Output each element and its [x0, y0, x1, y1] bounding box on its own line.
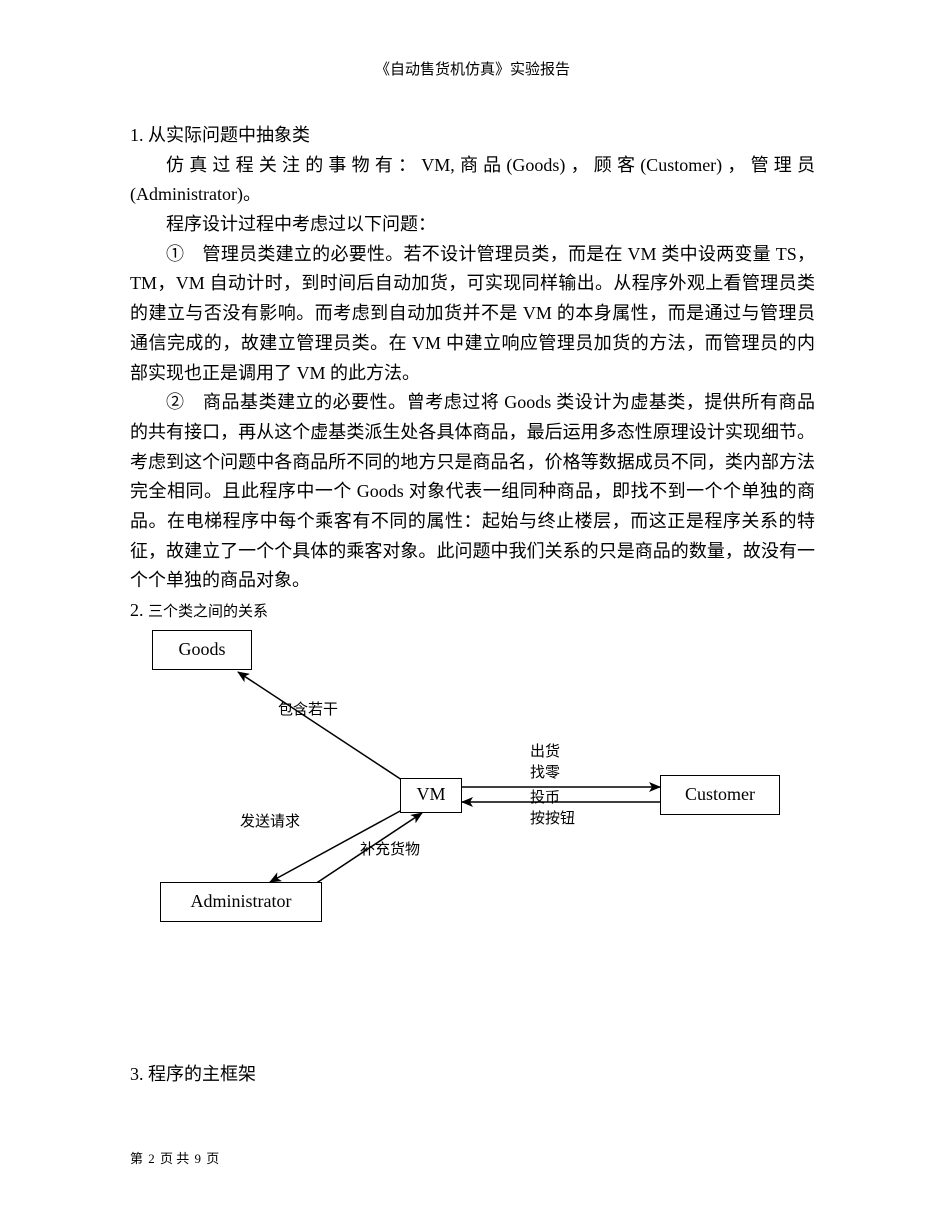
doc-title: 《自动售货机仿真》实验报告 [375, 62, 570, 78]
section-3-title: 程序的主框架 [148, 1064, 256, 1084]
section-1-p2: ② 商品基类建立的必要性。曾考虑过将 Goods 类设计为虚基类，提供所有商品的… [130, 388, 815, 596]
footer-suffix: 页 [206, 1151, 219, 1166]
node-customer: Customer [660, 775, 780, 815]
node-vm: VM [400, 778, 462, 813]
edge-label-3: 发送请求 [240, 812, 300, 833]
section-1-p1: ① 管理员类建立的必要性。若不设计管理员类，而是在 VM 类中设两变量 TS，T… [130, 240, 815, 388]
edge-label-2: 投币按按钮 [530, 788, 575, 830]
section-1-title: 从实际问题中抽象类 [148, 125, 310, 145]
footer-prefix: 第 [130, 1151, 143, 1166]
class-relationship-diagram: Goods VM Customer Administrator 包含若干出货找零投币按… [130, 630, 815, 930]
section-1-num: 1. [130, 121, 144, 151]
page-footer: 第 2 页 共 9 页 [130, 1148, 219, 1167]
edge-label-1: 出货找零 [530, 742, 560, 784]
section-2-title: 三个类之间的关系 [148, 604, 268, 620]
section-2: 2. 三个类之间的关系 [130, 596, 815, 626]
edge-label-0: 包含若干 [278, 700, 338, 721]
footer-cur: 2 [148, 1151, 155, 1166]
content-area: 1. 从实际问题中抽象类 仿真过程关注的事物有：VM,商品(Goods)，顾客(… [0, 79, 945, 1089]
section-1-lead: 程序设计过程中考虑过以下问题： [130, 210, 815, 240]
footer-mid: 页 共 [160, 1151, 189, 1166]
node-admin: Administrator [160, 882, 322, 922]
footer-total: 9 [195, 1151, 202, 1166]
section-3-num: 3. [130, 1060, 144, 1090]
edge-vm-goods [238, 672, 405, 782]
section-1: 1. 从实际问题中抽象类 仿真过程关注的事物有：VM,商品(Goods)，顾客(… [130, 121, 815, 596]
section-3: 3. 程序的主框架 [130, 1060, 815, 1090]
edge-label-4: 补充货物 [360, 840, 420, 861]
section-2-num: 2. [130, 596, 144, 626]
node-goods: Goods [152, 630, 252, 670]
page-header: 《自动售货机仿真》实验报告 [0, 0, 945, 79]
section-1-intro: 仿真过程关注的事物有：VM,商品(Goods)，顾客(Customer)，管理员… [130, 151, 815, 210]
